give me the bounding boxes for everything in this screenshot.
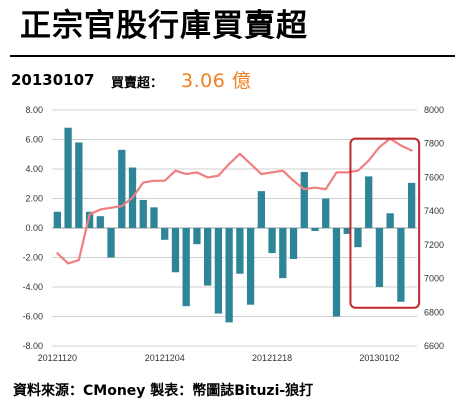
- left-tick-label: 4.00: [25, 164, 43, 174]
- bar: [118, 149, 126, 228]
- right-tick-label: 6800: [424, 307, 444, 317]
- bar: [75, 142, 83, 228]
- bar: [214, 228, 223, 314]
- bar: [386, 213, 394, 228]
- bar: [343, 228, 351, 234]
- bar: [289, 228, 298, 259]
- bar: [53, 211, 62, 228]
- bar: [225, 228, 233, 323]
- x-tick-label: 20121218: [252, 353, 292, 363]
- bar: [300, 171, 308, 228]
- right-tick-label: 7600: [424, 172, 444, 182]
- bar: [236, 228, 244, 274]
- right-tick-label: 7400: [424, 206, 444, 216]
- left-tick-label: 0.00: [25, 223, 43, 233]
- left-tick-label: 6.00: [25, 135, 43, 145]
- bar: [365, 176, 373, 229]
- bar: [246, 228, 255, 305]
- highlight-box: [349, 137, 421, 309]
- bar: [182, 228, 190, 307]
- left-tick-label: -8.00: [22, 341, 43, 351]
- bar: [171, 228, 180, 273]
- bar: [268, 228, 276, 254]
- chart-title: 正宗官股行庫買賣超: [20, 8, 308, 44]
- x-tick-label: 20121120: [38, 353, 77, 363]
- bar: [107, 228, 115, 258]
- bar: [354, 228, 362, 248]
- bar: [322, 198, 330, 228]
- right-tick-label: 6600: [424, 341, 444, 351]
- combo-chart: 8.00 6.00 4.00 2.00 0.00 -2.00 -4.00 -6.00 -8.00…: [22, 105, 444, 363]
- bar: [375, 228, 384, 287]
- bar: [150, 207, 158, 228]
- left-axis-ticks: 8.00 6.00 4.00 2.00 0.00 -2.00 -4.00 -6.00 -8.00: [22, 105, 43, 351]
- left-tick-label: 8.00: [25, 105, 43, 115]
- bar: [96, 216, 104, 228]
- title-divider: [10, 55, 455, 57]
- bar: [204, 228, 212, 286]
- right-tick-label: 7200: [424, 240, 444, 250]
- bar: [279, 228, 287, 279]
- x-tick-label: 20130102: [359, 353, 399, 363]
- right-axis-ticks: 8000 7800 7600 7400 7200 7000 6800 6600: [424, 105, 444, 351]
- data-date: 20130107: [11, 71, 95, 89]
- index-line: [56, 137, 413, 265]
- chart-footer: 資料來源：CMoney 製表：幣圖誌Bituzi-狼打: [13, 383, 314, 399]
- x-axis-ticks: 20121120 20121204 20121218 20130102: [38, 353, 400, 363]
- left-tick-label: -4.00: [22, 282, 43, 292]
- bar-series: [53, 127, 416, 323]
- bar: [64, 127, 72, 228]
- right-tick-label: 7000: [424, 274, 444, 284]
- left-tick-label: -6.00: [22, 312, 43, 322]
- x-tick-label: 20121204: [145, 353, 185, 363]
- right-tick-label: 8000: [424, 105, 444, 115]
- gridlines: [52, 109, 417, 347]
- bar: [257, 191, 265, 229]
- bar: [85, 211, 94, 228]
- left-tick-label: -2.00: [22, 253, 43, 263]
- bar: [193, 228, 201, 245]
- right-tick-label: 7800: [424, 139, 444, 149]
- bar: [161, 228, 169, 240]
- bar: [311, 228, 319, 231]
- net-trade-value: 3.06 億: [181, 70, 252, 92]
- bar: [407, 182, 416, 228]
- bar: [332, 228, 341, 317]
- bar: [139, 199, 147, 228]
- left-tick-label: 2.00: [25, 194, 43, 204]
- bar: [397, 228, 405, 302]
- net-trade-label: 買賣超：: [111, 76, 164, 91]
